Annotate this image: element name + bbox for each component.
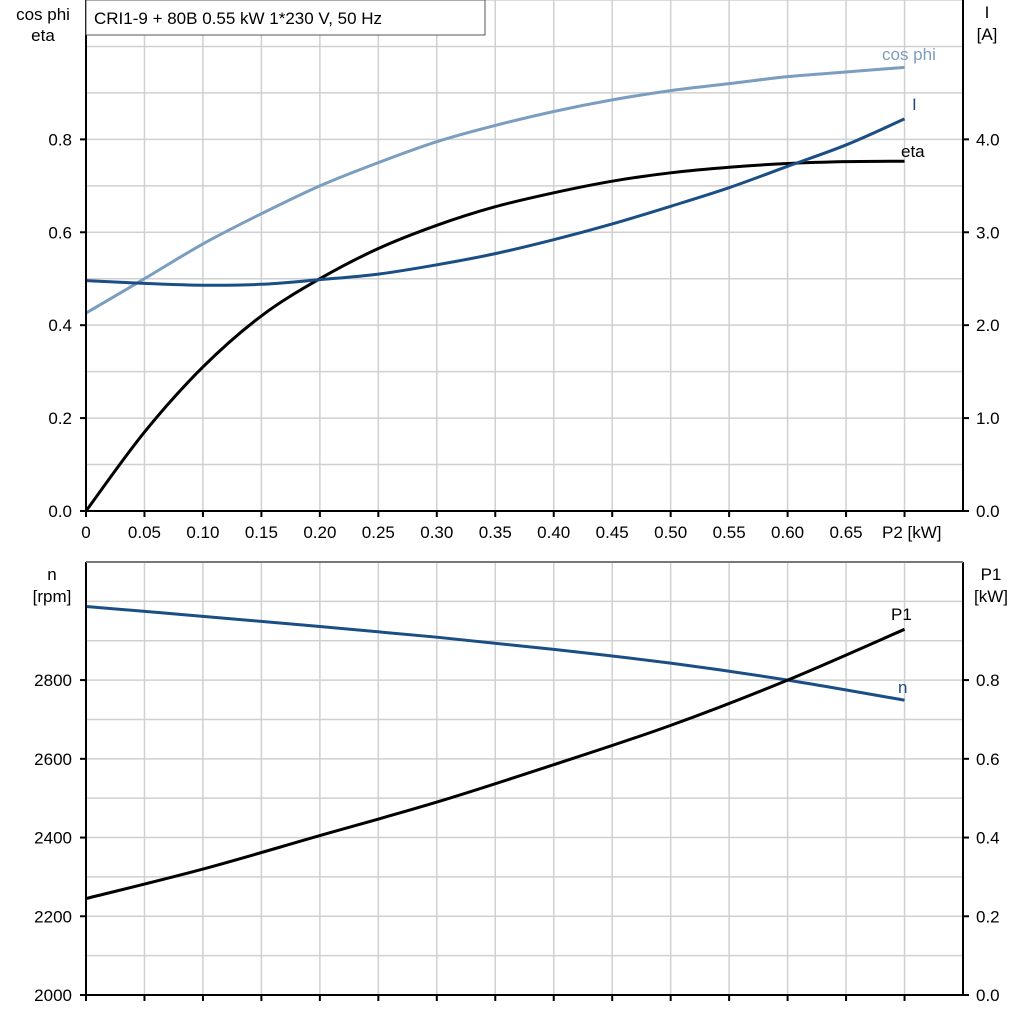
right-axis-label-I: I <box>985 3 990 22</box>
left-tick-label: 2200 <box>34 907 72 926</box>
left-tick-label: 2000 <box>34 986 72 1005</box>
left-axis-label-n: n <box>47 565 56 584</box>
x-tick-label: 0.30 <box>420 523 453 542</box>
x-tick-label: 0.35 <box>479 523 512 542</box>
right-tick-label: 0.8 <box>976 671 1000 690</box>
x-tick-label: 0.25 <box>362 523 395 542</box>
left-axis-label-cosphi: cos phi <box>16 5 70 24</box>
left-tick-label: 2800 <box>34 671 72 690</box>
x-tick-label: 0.45 <box>596 523 629 542</box>
series-line-P1 <box>85 627 906 901</box>
tick-labels: 0.0 0.2 0.4 0.6 0.8 0.0 1.0 2.0 3.0 4.0 0 0.05 0.10 0… <box>34 130 999 1005</box>
left-tick-label: 2600 <box>34 750 72 769</box>
left-tick-label: 0.8 <box>48 130 72 149</box>
right-axis-label-I-unit: [A] <box>977 25 998 44</box>
x-tick-label: 0.20 <box>303 523 336 542</box>
series-line-cos-phi <box>85 65 905 315</box>
series-label-cosphi: cos phi <box>882 45 936 64</box>
left-tick-label: 0.2 <box>48 409 72 428</box>
right-tick-label: 0.6 <box>976 750 1000 769</box>
right-tick-label: 1.0 <box>976 409 1000 428</box>
series-label-I: I <box>912 95 917 114</box>
right-tick-label: 0.0 <box>976 502 1000 521</box>
right-tick-label: 2.0 <box>976 316 1000 335</box>
right-tick-label: 0.0 <box>976 986 1000 1005</box>
curves <box>84 65 906 901</box>
series-line-n <box>85 604 905 702</box>
right-tick-label: 4.0 <box>976 130 1000 149</box>
series-label-P1: P1 <box>891 605 912 624</box>
axes <box>80 0 969 1001</box>
right-tick-label: 3.0 <box>976 223 1000 242</box>
right-axis-label-P1-unit: [kW] <box>974 587 1008 606</box>
left-axis-label-n-unit: [rpm] <box>33 587 72 606</box>
left-tick-label: 0.0 <box>48 502 72 521</box>
left-tick-label: 0.6 <box>48 223 72 242</box>
series-line-eta <box>84 159 905 512</box>
x-tick-label: 0.55 <box>713 523 746 542</box>
x-tick-label: 0.40 <box>537 523 570 542</box>
right-tick-label: 0.2 <box>976 907 1000 926</box>
grid-bottom <box>86 561 963 995</box>
left-tick-label: 0.4 <box>48 316 72 335</box>
x-tick-label: 0.15 <box>245 523 278 542</box>
left-axis-label-eta: eta <box>31 26 55 45</box>
x-tick-label: 0.50 <box>654 523 687 542</box>
series-line-I <box>85 117 906 287</box>
x-tick-label: 0.05 <box>128 523 161 542</box>
series-label-eta: eta <box>901 142 925 161</box>
right-axis-label-P1: P1 <box>981 565 1002 584</box>
x-tick-label: 0 <box>81 523 90 542</box>
x-tick-label: 0.10 <box>186 523 219 542</box>
x-tick-label: 0.60 <box>771 523 804 542</box>
x-axis-label: P2 [kW] <box>882 523 942 542</box>
series-label-n: n <box>898 678 907 697</box>
grid-top <box>86 0 963 511</box>
x-tick-label: 0.65 <box>830 523 863 542</box>
title-box <box>85 0 486 36</box>
left-tick-label: 2400 <box>34 829 72 848</box>
chart-title: CRI1-9 + 80B 0.55 kW 1*230 V, 50 Hz <box>94 9 382 28</box>
right-tick-label: 0.4 <box>976 829 1000 848</box>
